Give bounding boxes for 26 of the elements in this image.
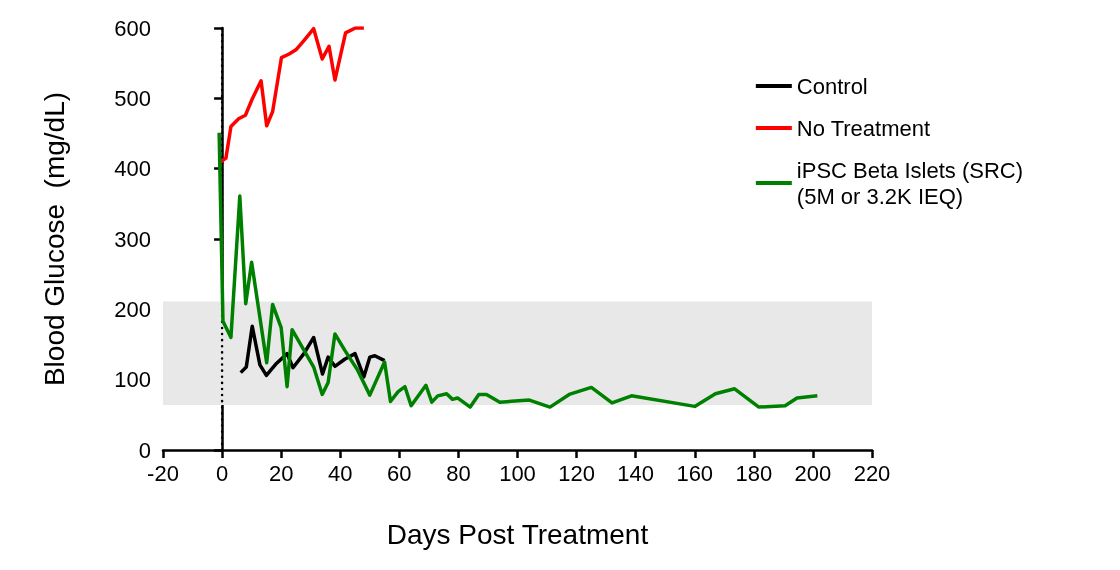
x-tick-label: 200 <box>794 460 832 486</box>
x-tick-label: 0 <box>215 460 229 486</box>
y-tick-label: 500 <box>114 85 151 111</box>
x-axis-title: Days Post Treatment <box>386 518 649 550</box>
x-tick-label: 140 <box>617 460 655 486</box>
y-tick-label: 0 <box>138 437 151 463</box>
y-tick-label: 400 <box>114 156 151 182</box>
y-axis-title: Blood Glucose (mg/dL) <box>38 91 70 387</box>
x-tick-label: 180 <box>735 460 773 486</box>
y-tick-label: 300 <box>114 226 151 252</box>
y-tick-label: 200 <box>114 296 151 322</box>
y-tick-label: 100 <box>114 367 151 393</box>
x-tick-label: 80 <box>446 460 471 486</box>
y-tick-label: 600 <box>114 15 151 41</box>
x-tick-label: 120 <box>558 460 595 486</box>
legend-label: No Treatment <box>796 115 931 141</box>
x-tick-label: 160 <box>676 460 714 486</box>
x-tick-label: 40 <box>328 460 353 486</box>
x-tick-label: -20 <box>147 460 179 486</box>
x-tick-label: 100 <box>499 460 536 486</box>
line-series <box>238 324 387 379</box>
legend-label: iPSC Beta Islets (SRC) (5M or 3.2K IEQ) <box>796 157 1024 209</box>
x-tick-label: 20 <box>268 460 294 486</box>
legend-label: Control <box>796 73 868 99</box>
x-tick-label: 60 <box>387 460 412 486</box>
x-tick-label: 220 <box>853 460 891 486</box>
